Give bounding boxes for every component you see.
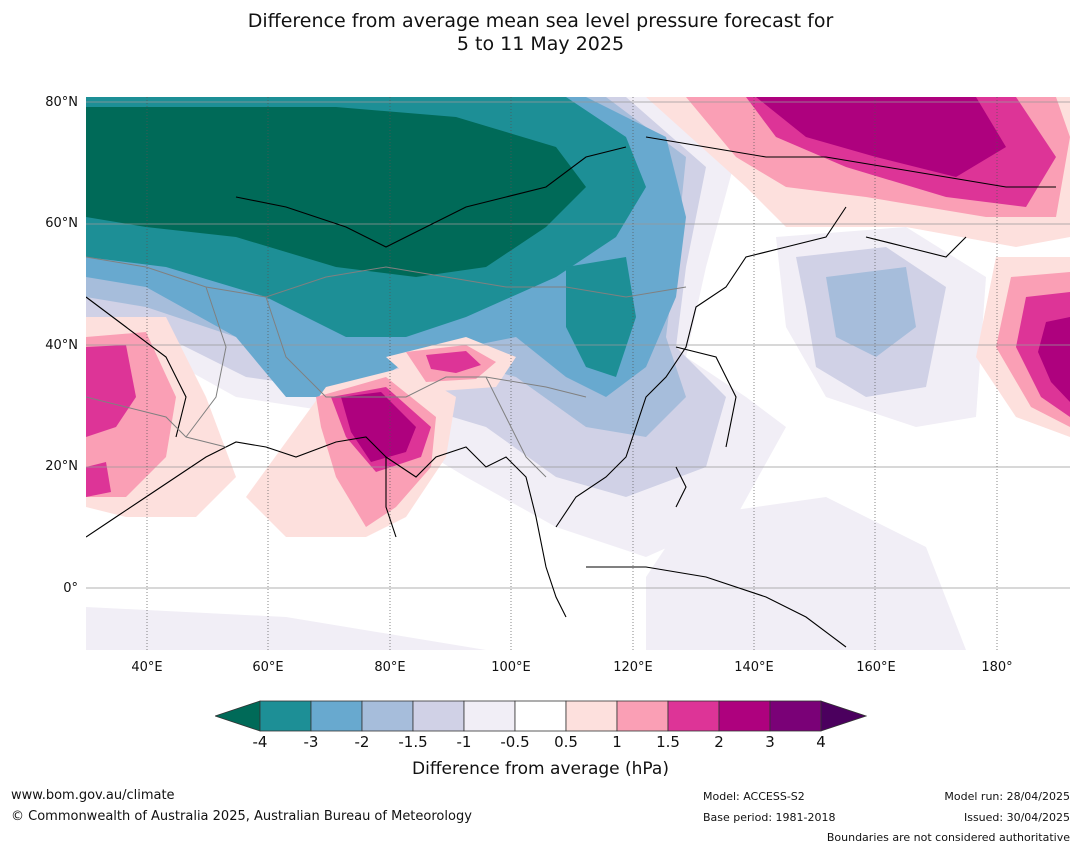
colorbar-tick-label: -1.5 — [398, 733, 428, 751]
colorbar-segment — [463, 700, 516, 732]
colorbar-segment — [565, 700, 618, 732]
colorbar-tick-label: 4 — [816, 733, 826, 751]
colorbar-extend-low — [215, 700, 261, 732]
colorbar-tick-label: -3 — [303, 733, 319, 751]
lon-label-60e: 60°E — [252, 660, 284, 675]
lon-label-180: 180° — [981, 660, 1013, 675]
colorbar-segment — [514, 700, 567, 732]
colorbar-segment — [718, 700, 771, 732]
colorbar-segment — [769, 700, 822, 732]
colorbar-tick-label: 2 — [714, 733, 724, 751]
country-borders — [86, 256, 687, 478]
colorbar-segment — [361, 700, 414, 732]
lat-label-80n: 80°N — [45, 95, 78, 110]
model-text: Model: ACCESS-S2 — [703, 790, 805, 803]
lat-label-40n: 40°N — [45, 338, 78, 353]
disclaimer-text: Boundaries are not considered authoritat… — [826, 831, 1070, 844]
title-line-2: 5 to 11 May 2025 — [456, 33, 625, 55]
base-period-text: Base period: 1981-2018 — [703, 811, 836, 824]
lon-label-40e: 40°E — [131, 660, 163, 675]
colorbar-tick-label: -4 — [252, 733, 268, 751]
pressure-anomaly-map — [86, 97, 1070, 650]
lon-label-80e: 80°E — [374, 660, 406, 675]
lat-label-20n: 20°N — [45, 459, 78, 474]
lon-label-120e: 120°E — [613, 660, 653, 675]
lon-label-100e: 100°E — [491, 660, 531, 675]
colorbar-tick-label: -2 — [354, 733, 370, 751]
map-title: Difference from average mean sea level p… — [0, 10, 1081, 56]
lon-label-160e: 160°E — [856, 660, 896, 675]
lon-label-140e: 140°E — [734, 660, 774, 675]
lat-label-0: 0° — [63, 581, 78, 596]
colorbar-segment — [259, 700, 312, 732]
colorbar — [215, 700, 867, 732]
colorbar-extend-high — [820, 700, 867, 732]
title-line-1: Difference from average mean sea level p… — [247, 10, 834, 32]
model-run-text: Model run: 28/04/2025 — [944, 790, 1070, 803]
positive-anomaly-region — [86, 97, 1070, 537]
colorbar-segment — [310, 700, 363, 732]
colorbar-tick-label: -1 — [456, 733, 472, 751]
colorbar-tick-label: 1.5 — [656, 733, 680, 751]
colorbar-tick-label: 1 — [612, 733, 622, 751]
coastlines — [86, 136, 1056, 648]
lat-label-60n: 60°N — [45, 216, 78, 231]
negative-anomaly-region — [86, 97, 986, 650]
colorbar-tick-label: 3 — [765, 733, 775, 751]
graticule — [86, 101, 1070, 589]
website-text: www.bom.gov.au/climate — [11, 788, 175, 803]
colorbar-segment — [616, 700, 669, 732]
issued-text: Issued: 30/04/2025 — [963, 811, 1070, 824]
colorbar-label: Difference from average (hPa) — [412, 759, 669, 779]
colorbar-tick-label: -0.5 — [500, 733, 530, 751]
colorbar-segment — [412, 700, 465, 732]
colorbar-segment — [667, 700, 720, 732]
colorbar-tick-label: 0.5 — [554, 733, 578, 751]
copyright-text: © Commonwealth of Australia 2025, Austra… — [11, 809, 472, 824]
